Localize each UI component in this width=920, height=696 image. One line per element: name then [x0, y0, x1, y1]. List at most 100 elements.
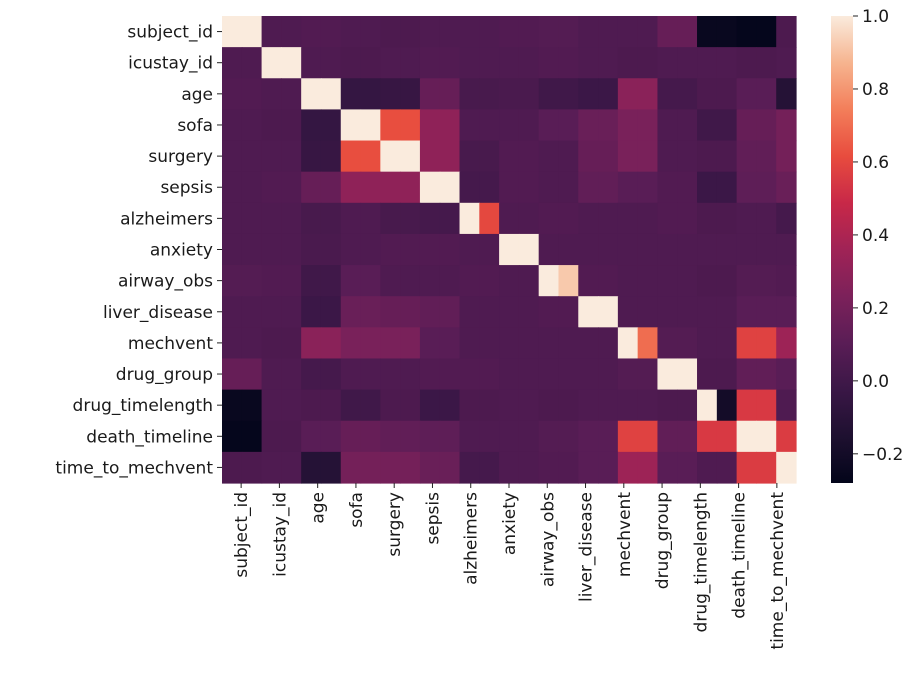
heatmap-cell [538, 78, 560, 110]
heatmap-cell [518, 47, 540, 79]
heatmap-cell [380, 358, 401, 391]
heatmap-cell [716, 47, 738, 79]
heatmap-cell [736, 16, 758, 48]
heatmap-cell [281, 265, 302, 297]
heatmap-cell [320, 358, 342, 391]
heatmap-cell [380, 109, 401, 142]
heatmap-cell [380, 47, 401, 79]
heatmap-cell [380, 265, 401, 297]
row-label: airway_obs [118, 272, 213, 292]
heatmap-cell [518, 109, 540, 142]
heatmap-cell [419, 47, 441, 79]
column-label: alzheimers [462, 492, 482, 585]
row-label: liver_disease [103, 303, 213, 323]
heatmap-cell [617, 389, 639, 422]
heatmap-cell [439, 202, 461, 235]
heatmap-cell [578, 451, 599, 484]
column-label: mechvent [615, 492, 635, 577]
heatmap-cell [756, 451, 777, 484]
heatmap-cell [736, 140, 758, 173]
heatmap-cell [499, 420, 520, 453]
heatmap-cell [340, 47, 362, 79]
heatmap-cell [241, 358, 263, 391]
heatmap-cell [320, 47, 342, 79]
heatmap-cell [479, 47, 500, 79]
heatmap-cell [756, 327, 777, 360]
heatmap-cell [459, 420, 480, 453]
heatmap-cell [756, 389, 777, 422]
heatmap-cell [578, 420, 599, 453]
heatmap-cell [459, 233, 480, 266]
heatmap-cell [518, 451, 540, 484]
heatmap-cell [222, 327, 243, 360]
heatmap-cell [261, 78, 282, 110]
heatmap-cell [657, 420, 678, 453]
heatmap-cell [380, 296, 401, 328]
heatmap-cell [518, 233, 540, 266]
heatmap-cell [222, 171, 243, 204]
heatmap-cell [598, 265, 619, 297]
heatmap-cell [736, 109, 758, 142]
row-label: subject_id [127, 23, 213, 43]
heatmap-cell [241, 451, 263, 484]
heatmap-cell [558, 140, 579, 173]
heatmap-cell [222, 202, 243, 235]
heatmap-cell [657, 109, 678, 142]
heatmap-cell [776, 358, 797, 391]
heatmap-cell [578, 78, 599, 110]
heatmap-cell [439, 389, 461, 422]
heatmap-cell [697, 265, 718, 297]
heatmap-cell [320, 16, 342, 48]
heatmap-cell [776, 451, 797, 484]
heatmap-cell [241, 47, 263, 79]
heatmap-cell [518, 296, 540, 328]
heatmap-cell [518, 202, 540, 235]
heatmap-cell [736, 78, 758, 110]
heatmap-cell [617, 140, 639, 173]
heatmap-cell [241, 78, 263, 110]
heatmap-cell [360, 202, 381, 235]
heatmap-cell [419, 171, 441, 204]
heatmap-cell [578, 202, 599, 235]
heatmap-cell [222, 47, 243, 79]
heatmap-cell [677, 140, 698, 173]
heatmap-cell [320, 109, 342, 142]
heatmap-cell [419, 327, 441, 360]
heatmap-cell [499, 327, 520, 360]
heatmap-cell [657, 327, 678, 360]
heatmap-cell [479, 265, 500, 297]
heatmap-cell [360, 140, 381, 173]
heatmap-cell [281, 78, 302, 110]
heatmap-cell [617, 420, 639, 453]
heatmap-cell [261, 265, 282, 297]
heatmap-cell [776, 265, 797, 297]
row-label: icustay_id [128, 54, 213, 74]
heatmap-cell [479, 296, 500, 328]
heatmap-cell [518, 16, 540, 48]
heatmap-cell [776, 47, 797, 79]
row-label: mechvent [128, 334, 213, 354]
heatmap-cell [261, 16, 282, 48]
heatmap-cell [518, 420, 540, 453]
colorbar-tick-label: 0.4 [862, 226, 889, 246]
heatmap-cell [518, 389, 540, 422]
heatmap-cell [419, 233, 441, 266]
heatmap-cell [360, 78, 381, 110]
heatmap-cell [360, 451, 381, 484]
heatmap-cell [677, 420, 698, 453]
heatmap-cell [499, 296, 520, 328]
heatmap-cell [558, 327, 579, 360]
heatmap-cell [439, 171, 461, 204]
column-label: subject_id [232, 492, 252, 578]
heatmap-cell [340, 420, 362, 453]
heatmap-cell [479, 420, 500, 453]
heatmap-cell [241, 389, 263, 422]
heatmap-cell [756, 140, 777, 173]
heatmap-cell [677, 16, 698, 48]
heatmap-cell [439, 16, 461, 48]
heatmap-cell [459, 109, 480, 142]
heatmap-cell [320, 389, 342, 422]
heatmap-cell [677, 265, 698, 297]
column-label: icustay_id [270, 492, 290, 577]
